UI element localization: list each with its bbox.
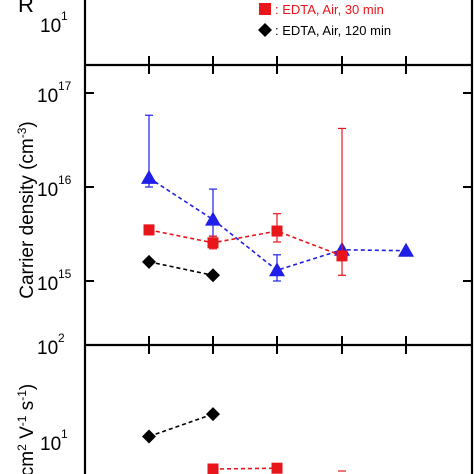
- data-point: [206, 407, 220, 422]
- top-tick-base: 10: [40, 16, 61, 37]
- data-point: [398, 242, 414, 257]
- middle-tick-exp: 15: [58, 267, 72, 281]
- top-tick-label: 10 1: [40, 9, 68, 37]
- data-point: [143, 224, 155, 236]
- data-point: [142, 254, 156, 269]
- data-point: [142, 429, 156, 444]
- data-point: [336, 250, 348, 262]
- legend-label-30min: : EDTA, Air, 30 min: [275, 2, 384, 17]
- series-line: [212, 467, 278, 470]
- bottom-panel: cm2 V-1 s-1) 10 1: [15, 384, 346, 474]
- legend-diamond-marker: [258, 23, 272, 37]
- middle-tick-base: 10: [37, 86, 58, 107]
- middle-tick-base: 10: [37, 274, 58, 295]
- plot-frame: [83, 0, 474, 474]
- middle-tick-exp: 16: [58, 173, 72, 187]
- series-line: [148, 413, 214, 438]
- middle-tick-base: 10: [37, 180, 58, 201]
- middle-tick-base: 10: [37, 338, 58, 359]
- data-point: [206, 268, 220, 283]
- legend-label-120min: : EDTA, Air, 120 min: [275, 23, 391, 38]
- top-tick-exp: 1: [61, 9, 68, 23]
- data-point: [271, 225, 283, 237]
- bottom-tick-exp: 1: [61, 427, 68, 441]
- middle-ylabel: Carrier density (cm-3): [15, 121, 38, 298]
- bottom-series: [142, 407, 346, 474]
- data-point: [271, 462, 283, 474]
- data-point: [205, 211, 221, 226]
- series-line: [148, 261, 214, 277]
- top-ylabel: R: [18, 0, 34, 17]
- data-point: [207, 463, 219, 474]
- middle-tick-exp: 17: [58, 79, 72, 93]
- top-panel: R 10 1 : EDTA, Air, 30 min : EDTA, Air, …: [18, 0, 391, 38]
- series-line: [148, 229, 343, 257]
- data-point: [141, 169, 157, 184]
- middle-tick-exp: 2: [58, 331, 65, 345]
- bottom-ylabel: cm2 V-1 s-1): [15, 384, 38, 474]
- series-line: [148, 177, 407, 272]
- bottom-tick-base: 10: [40, 434, 61, 455]
- legend: : EDTA, Air, 30 min : EDTA, Air, 120 min: [258, 2, 391, 38]
- bottom-tick-label: 10 1: [40, 427, 68, 455]
- data-point: [269, 262, 285, 277]
- data-point: [207, 237, 219, 249]
- middle-tick-marks: [85, 92, 472, 282]
- middle-series: [141, 114, 414, 283]
- legend-square-marker: [259, 3, 271, 15]
